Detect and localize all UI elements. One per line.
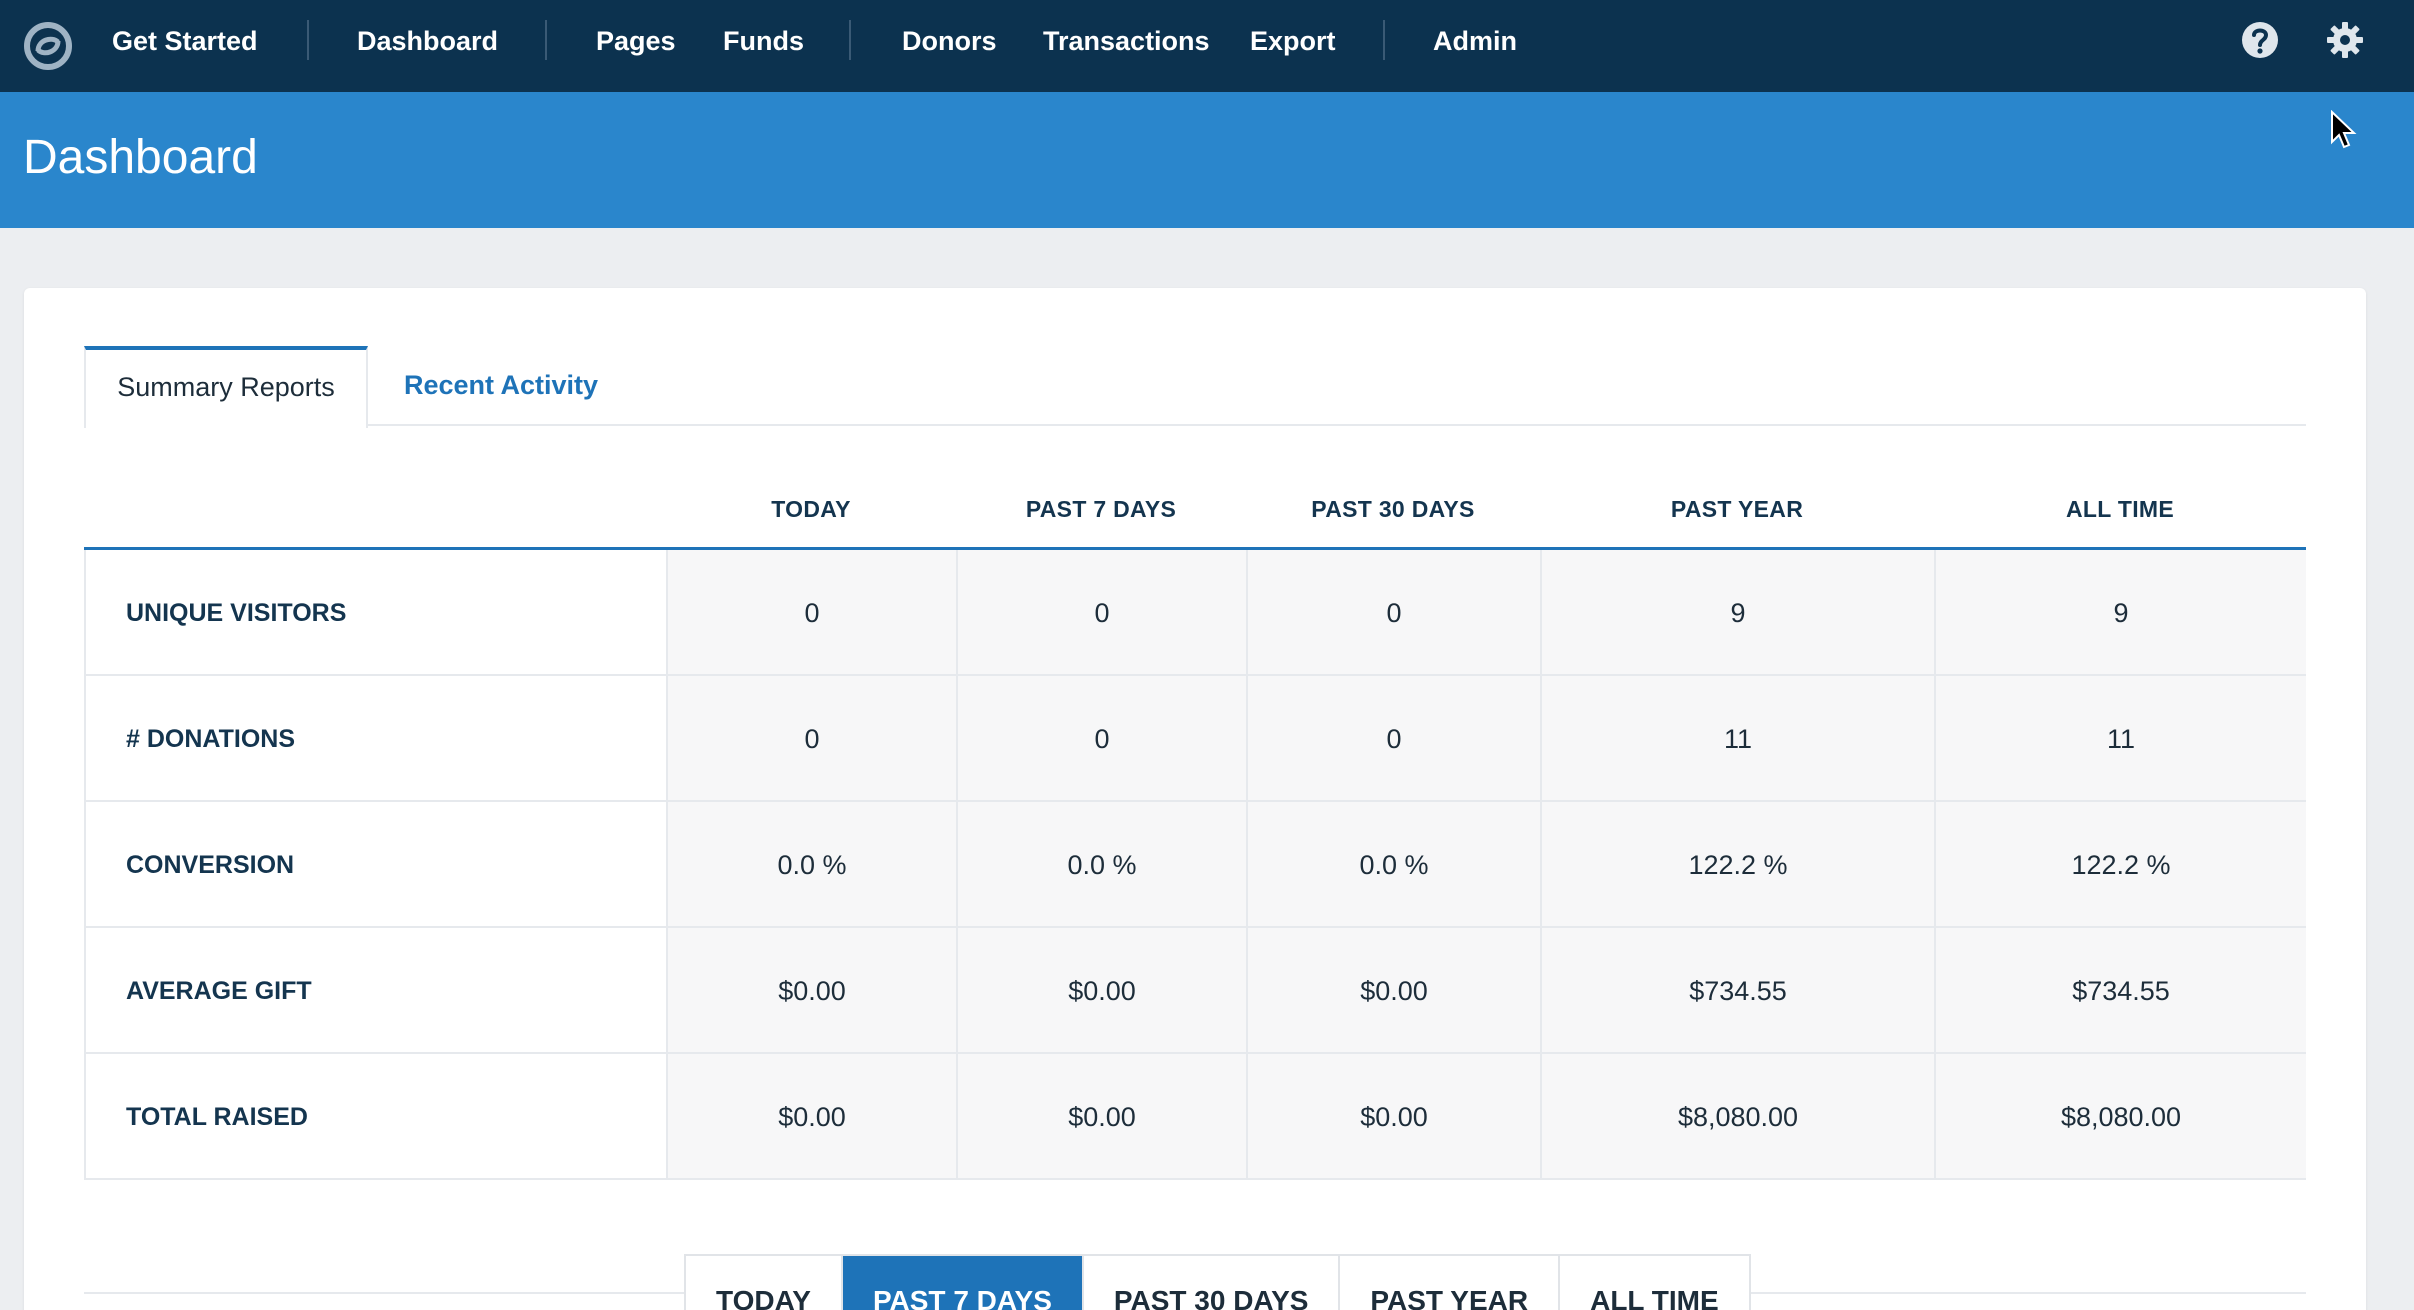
period-tab-past-7-days[interactable]: PAST 7 DAYS [842, 1256, 1084, 1310]
column-header-all-time: ALL TIME [2065, 496, 2175, 522]
column-header-past-year: PAST YEAR [1670, 496, 1804, 522]
table-cell: $0.00 [956, 1054, 1246, 1178]
help-icon[interactable] [2240, 20, 2280, 60]
table-cell: $0.00 [666, 1054, 956, 1178]
summary-card: Summary Reports Recent Activity TODAY PA… [24, 288, 2366, 1310]
table-cell: 0.0 % [1246, 802, 1540, 926]
row-label-unique-visitors: UNIQUE VISITORS [126, 599, 347, 627]
tab-recent-activity[interactable]: Recent Activity [404, 370, 599, 400]
table-cell: $8,080.00 [1934, 1054, 2306, 1178]
table-row: CONVERSION 0.0 % 0.0 % 0.0 % 122.2 % 122… [86, 802, 2306, 928]
table-cell: 0 [956, 550, 1246, 674]
table-row: AVERAGE GIFT $0.00 $0.00 $0.00 $734.55 $… [86, 928, 2306, 1054]
table-cell: $0.00 [956, 928, 1246, 1052]
page-title: Dashboard [23, 131, 258, 184]
table-cell: $734.55 [1540, 928, 1934, 1052]
period-tab-today[interactable]: TODAY [686, 1256, 843, 1310]
table-row: # DONATIONS 0 0 0 11 11 [86, 676, 2306, 802]
nav-funds[interactable]: Funds [723, 26, 804, 56]
nav-export[interactable]: Export [1250, 26, 1336, 56]
table-cell: $734.55 [1934, 928, 2306, 1052]
nav-divider [545, 20, 547, 60]
nav-pages[interactable]: Pages [596, 26, 676, 56]
table-cell: 0 [956, 676, 1246, 800]
table-cell: $8,080.00 [1540, 1054, 1934, 1178]
nav-divider [849, 20, 851, 60]
period-tab-all-time[interactable]: ALL TIME [1590, 1285, 1719, 1310]
row-label-total-raised: TOTAL RAISED [126, 1103, 308, 1131]
period-tab-past-30-days[interactable]: PAST 30 DAYS [1084, 1256, 1341, 1310]
table-cell: 11 [1540, 676, 1934, 800]
table-cell: 0 [666, 676, 956, 800]
nav-divider [1383, 20, 1385, 60]
mouse-cursor-icon [2331, 110, 2357, 149]
logo-icon[interactable] [22, 20, 74, 72]
table-cell: 9 [1934, 550, 2306, 674]
gear-icon[interactable] [2325, 20, 2365, 60]
table-cell: 11 [1934, 676, 2306, 800]
table-cell: $0.00 [1246, 928, 1540, 1052]
nav-transactions[interactable]: Transactions [1043, 26, 1210, 56]
table-cell: 122.2 % [1540, 802, 1934, 926]
report-tabs: Summary Reports Recent Activity [84, 346, 2306, 428]
summary-table: TODAY PAST 7 DAYS PAST 30 DAYS PAST YEAR… [84, 466, 2306, 1180]
top-navigation: Get Started Dashboard Pages Funds Donors… [0, 0, 2414, 92]
column-header-past-7-days: PAST 7 DAYS [1025, 496, 1177, 522]
table-cell: 0 [1246, 676, 1540, 800]
table-cell: 0 [1246, 550, 1540, 674]
nav-dashboard[interactable]: Dashboard [357, 26, 499, 56]
table-body: UNIQUE VISITORS 0 0 0 9 9 # DONATIONS 0 … [84, 550, 2306, 1180]
table-cell: 0 [666, 550, 956, 674]
nav-donors[interactable]: Donors [902, 26, 997, 56]
table-cell: 0.0 % [956, 802, 1246, 926]
nav-admin[interactable]: Admin [1433, 26, 1517, 56]
nav-get-started[interactable]: Get Started [112, 26, 258, 56]
column-header-today: TODAY [771, 496, 851, 522]
column-header-past-30-days: PAST 30 DAYS [1311, 496, 1475, 522]
table-cell: $0.00 [1246, 1054, 1540, 1178]
nav-divider [307, 20, 309, 60]
table-cell: 9 [1540, 550, 1934, 674]
period-tabs: TODAY PAST 7 DAYS PAST 30 DAYS PAST YEAR… [684, 1254, 1751, 1310]
table-row: UNIQUE VISITORS 0 0 0 9 9 [86, 550, 2306, 676]
table-header: TODAY PAST 7 DAYS PAST 30 DAYS PAST YEAR… [84, 466, 2306, 550]
row-label-average-gift: AVERAGE GIFT [126, 977, 312, 1005]
page-header: Dashboard [0, 92, 2414, 228]
period-tab-past-year[interactable]: PAST YEAR [1340, 1256, 1561, 1310]
table-cell: 122.2 % [1934, 802, 2306, 926]
row-label-donations: # DONATIONS [126, 725, 295, 753]
table-row: TOTAL RAISED $0.00 $0.00 $0.00 $8,080.00… [86, 1054, 2306, 1180]
row-label-conversion: CONVERSION [126, 851, 295, 879]
table-cell: 0.0 % [666, 802, 956, 926]
table-cell: $0.00 [666, 928, 956, 1052]
tab-summary-reports[interactable]: Summary Reports [84, 346, 368, 428]
